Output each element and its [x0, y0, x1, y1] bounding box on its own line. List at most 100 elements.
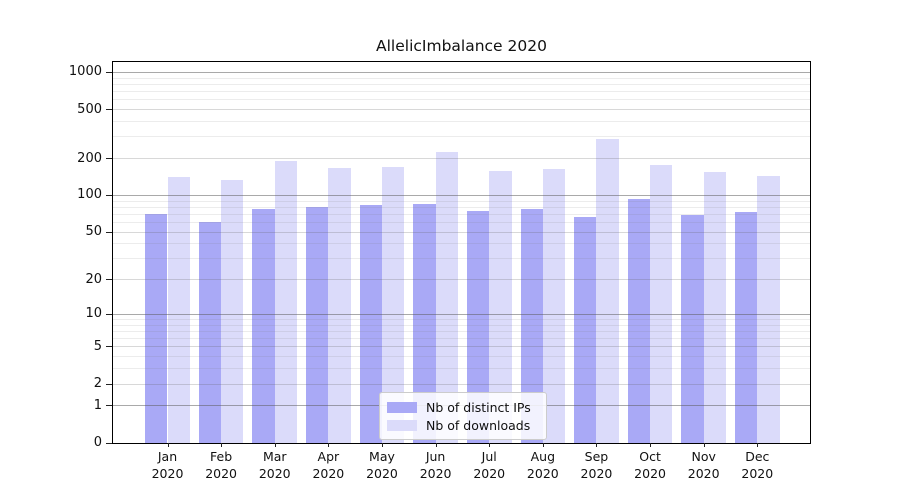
gridline: [113, 136, 810, 138]
y-tick-mark: [106, 405, 112, 407]
bar-downloads: [328, 168, 351, 443]
legend-item-downloads: Nb of downloads: [387, 416, 538, 434]
bar-distinct-ips: [359, 205, 382, 443]
y-tick-label: 5: [93, 338, 102, 354]
chart-title: AllelicImbalance 2020: [376, 37, 547, 55]
gridline: [113, 243, 810, 245]
x-tick-mark: [650, 443, 652, 447]
x-tick-mark: [274, 443, 276, 447]
y-tick-label: 0: [93, 435, 102, 450]
gridline: [113, 213, 810, 215]
legend-item-distinct-ips: Nb of distinct IPs: [387, 398, 538, 416]
y-tick-label: 500: [77, 101, 102, 117]
y-tick-mark: [106, 313, 112, 315]
gridline: [113, 356, 810, 358]
bar-downloads: [167, 176, 190, 443]
bar-distinct-ips: [306, 207, 329, 443]
bar-distinct-ips: [574, 216, 597, 443]
gridline: [113, 324, 810, 326]
gridline: [113, 158, 810, 160]
x-tick-label: Aug 2020: [526, 449, 559, 481]
y-tick-label: 200: [77, 150, 102, 166]
x-tick-label: Dec 2020: [741, 449, 774, 481]
x-tick-mark: [489, 443, 491, 447]
gridline: [113, 368, 810, 370]
x-tick-mark: [167, 443, 169, 447]
plot-area: Nb of distinct IPs Nb of downloads: [112, 61, 811, 444]
bar-downloads: [381, 166, 405, 443]
bar-distinct-ips: [681, 215, 704, 443]
y-tick-mark: [106, 71, 112, 73]
bar-downloads: [703, 172, 726, 443]
y-tick-mark: [106, 383, 112, 385]
bar-downloads: [435, 151, 458, 443]
gridline: [113, 194, 810, 196]
bar-distinct-ips: [627, 199, 651, 443]
gridline: [113, 83, 810, 85]
gridline: [113, 121, 810, 122]
x-tick-label: May 2020: [366, 449, 398, 481]
gridline: [113, 383, 810, 385]
x-tick-label: Feb 2020: [205, 449, 238, 481]
legend-swatch-distinct-ips-icon: [387, 401, 417, 413]
x-tick-label: Jun 2020: [419, 449, 452, 481]
y-tick-mark: [106, 279, 112, 281]
gridline: [113, 318, 810, 320]
gridline: [113, 330, 810, 332]
legend-label-distinct-ips: Nb of distinct IPs: [426, 399, 531, 415]
gridline: [113, 313, 810, 315]
gridline: [113, 109, 810, 111]
bar-downloads: [221, 179, 244, 443]
y-tick-mark: [106, 109, 112, 111]
bar-downloads: [542, 169, 566, 443]
gridline: [113, 231, 810, 233]
x-tick-mark: [381, 443, 383, 447]
gridline: [113, 99, 810, 101]
y-tick-label: 1000: [68, 64, 102, 80]
x-tick-label: Oct 2020: [634, 449, 666, 481]
x-tick-label: Jan 2020: [151, 449, 184, 481]
gridline: [113, 222, 810, 223]
y-tick-label: 10: [85, 306, 102, 322]
bar-downloads: [596, 138, 619, 443]
x-tick-mark: [757, 443, 759, 447]
y-tick-mark: [106, 194, 112, 196]
x-tick-label: Sep 2020: [580, 449, 613, 481]
bar-distinct-ips: [252, 208, 275, 443]
gridline: [113, 77, 810, 79]
x-tick-mark: [221, 443, 223, 447]
x-tick-mark: [328, 443, 330, 447]
legend: Nb of distinct IPs Nb of downloads: [379, 392, 547, 440]
x-tick-mark: [596, 443, 598, 447]
bar-distinct-ips: [735, 212, 758, 443]
x-tick-label: Nov 2020: [687, 449, 720, 481]
x-tick-label: Jul 2020: [473, 449, 506, 481]
y-tick-mark: [106, 231, 112, 233]
gridline: [113, 258, 810, 260]
x-tick-label: Mar 2020: [258, 449, 291, 481]
bar-downloads: [650, 164, 673, 443]
x-tick-mark: [703, 443, 705, 447]
bar-distinct-ips: [520, 208, 543, 443]
y-tick-label: 2: [93, 376, 102, 392]
y-tick-mark: [106, 442, 112, 444]
bar-distinct-ips: [413, 204, 436, 443]
bar-distinct-ips: [198, 221, 222, 443]
y-tick-label: 20: [85, 271, 102, 287]
y-tick-label: 1: [93, 397, 102, 413]
gridline: [113, 91, 810, 93]
y-tick-mark: [106, 158, 112, 160]
y-tick-mark: [106, 346, 112, 348]
bar-downloads: [757, 176, 780, 443]
gridline: [113, 346, 810, 348]
y-tick-label: 50: [85, 224, 102, 240]
y-tick-label: 100: [77, 187, 102, 203]
bar-distinct-ips: [466, 210, 490, 443]
x-tick-mark: [542, 443, 544, 447]
legend-label-downloads: Nb of downloads: [426, 417, 531, 433]
gridline: [113, 338, 810, 340]
legend-swatch-downloads-icon: [387, 419, 417, 431]
bar-downloads: [489, 171, 512, 443]
gridline: [113, 279, 810, 281]
gridline: [113, 206, 810, 208]
